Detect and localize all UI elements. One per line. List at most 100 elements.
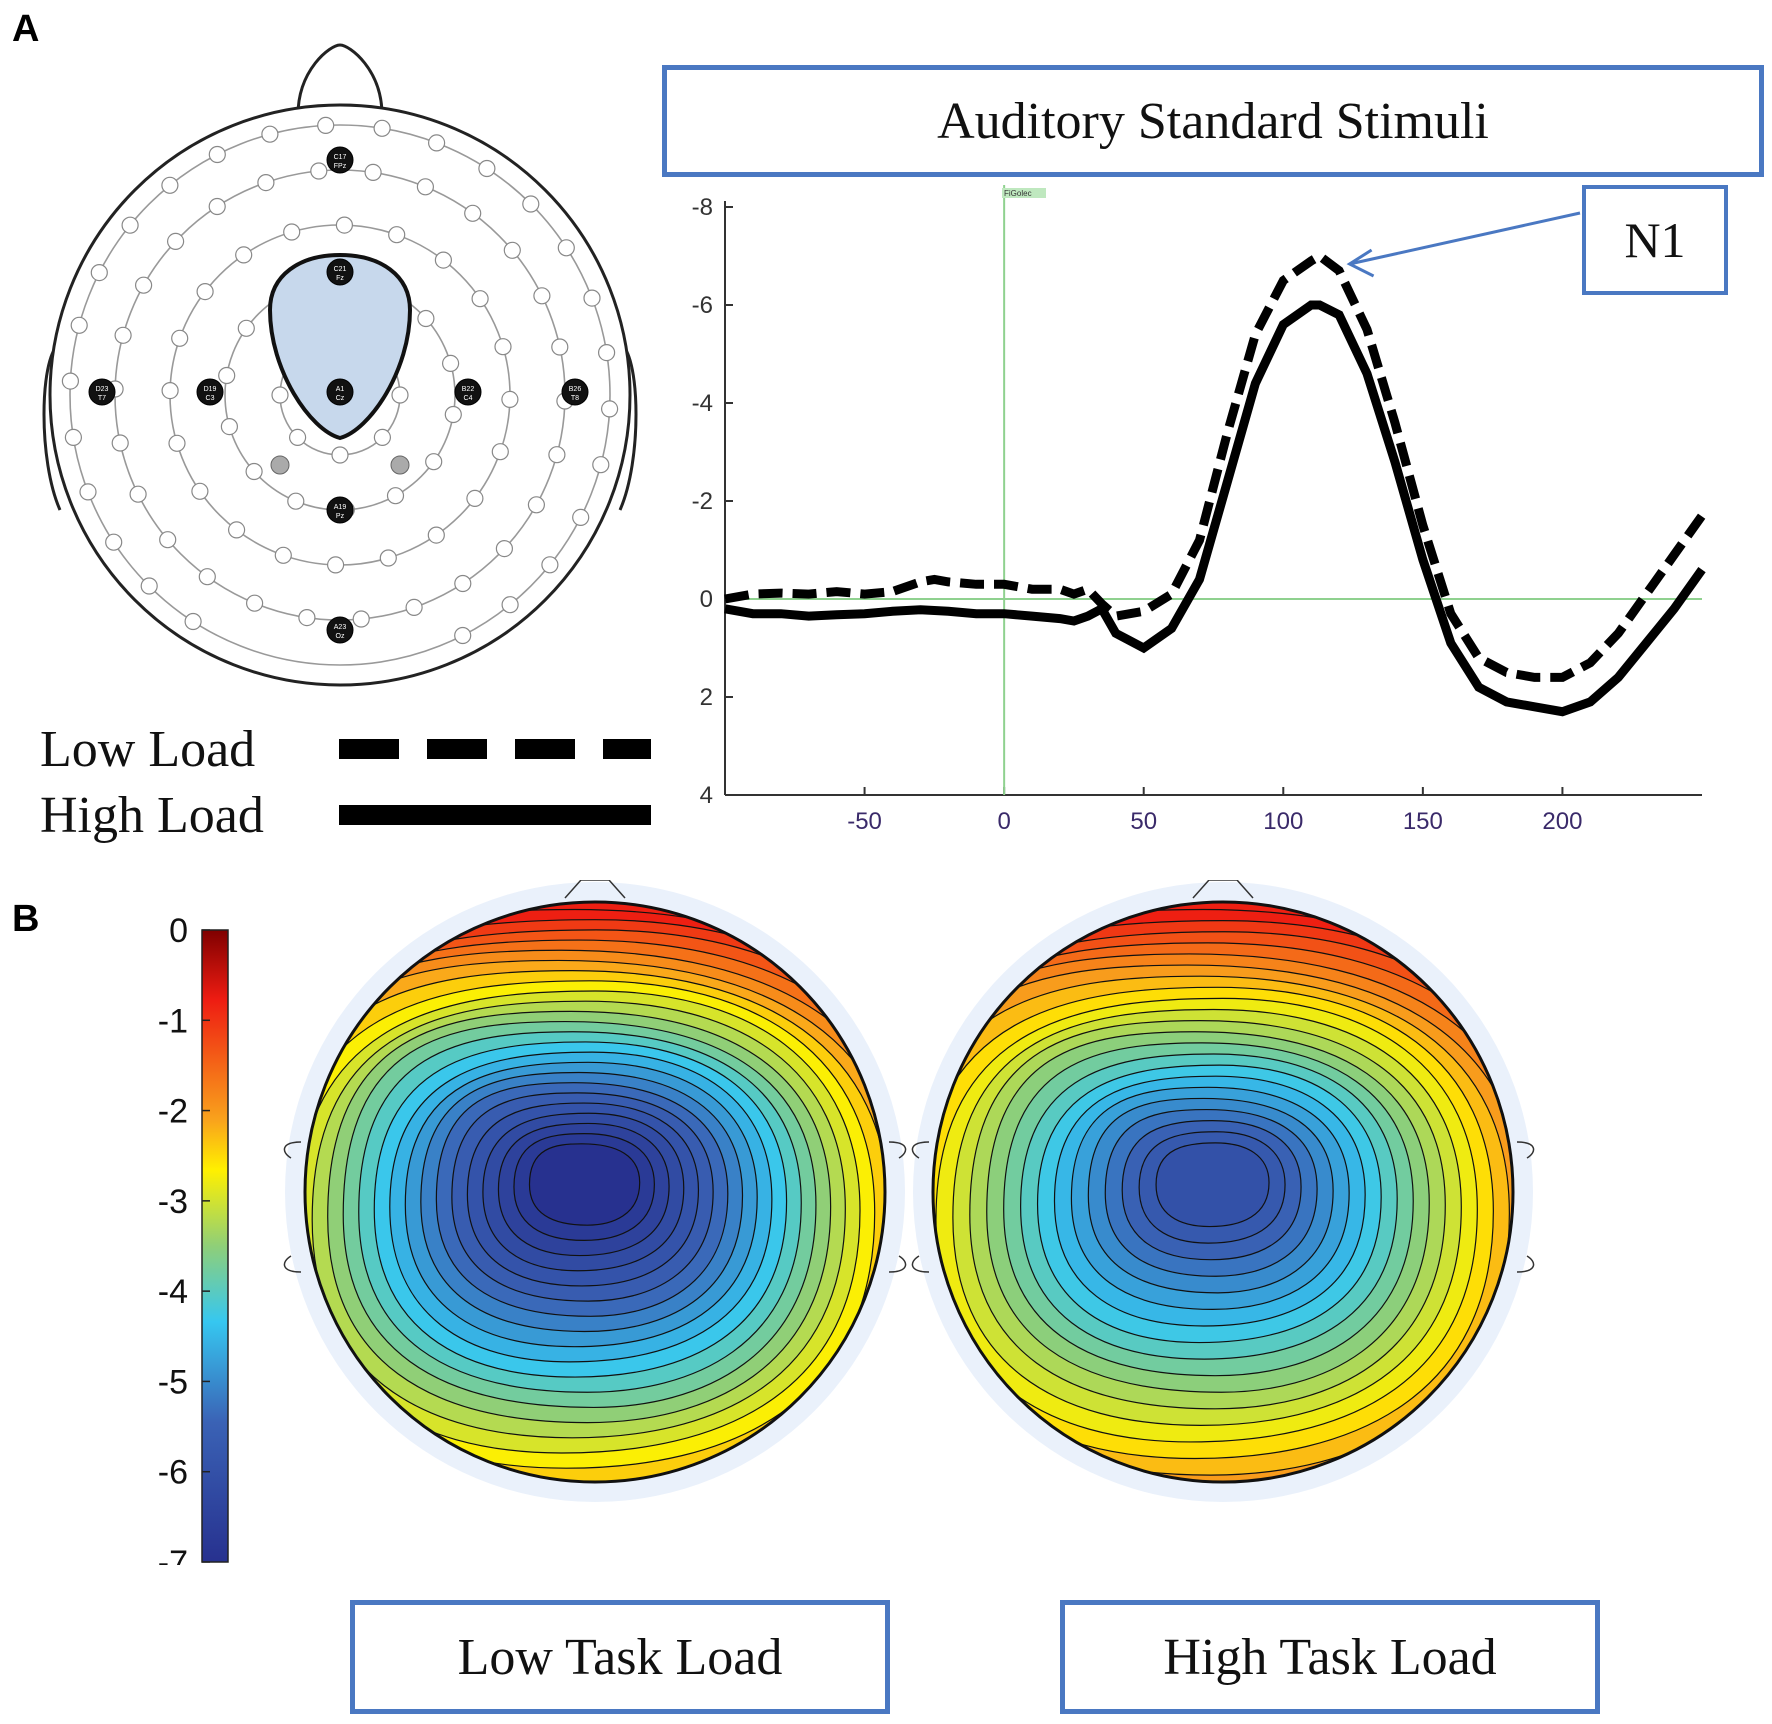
electrode-dot — [373, 119, 391, 137]
electrode-d23 — [88, 378, 116, 406]
electrode-dot — [471, 290, 489, 308]
ear-outline — [888, 1255, 907, 1273]
electrode-dot — [218, 366, 236, 385]
electrode-dot — [184, 612, 202, 631]
electrode-dot — [79, 483, 97, 501]
electrode-dot — [464, 204, 482, 222]
topomap-high — [911, 880, 1535, 1502]
x-tick-label: 50 — [1130, 808, 1157, 835]
electrode-dot — [572, 508, 590, 526]
electrode-label: B26 — [569, 386, 582, 393]
electrode-dot — [129, 485, 147, 503]
electrode-dot — [274, 546, 292, 564]
erp-waveform-chart: -8 -6 -4 -2 0 2 4 -50 0 50 100 150 200 FiGolec — [692, 185, 1706, 835]
electrode-dot — [551, 338, 569, 356]
high-task-load-box: High Task Load — [1060, 1600, 1600, 1714]
electrode-label: D19 — [204, 386, 217, 393]
electrode-dot — [261, 125, 279, 143]
electrode-markers: C17 FPz C21 Fz A1 Cz D23 T7 D19 C3 B22 C4 B26 T8 A19 Pz… — [88, 146, 589, 644]
electrode-dot — [208, 145, 226, 164]
electrode-dot — [442, 354, 460, 372]
topomap-outline — [931, 900, 1515, 1484]
electrode-dot — [335, 216, 353, 234]
electrode-dot — [373, 428, 391, 446]
electrode-dot — [501, 390, 519, 408]
electrode-dot — [198, 568, 216, 586]
ear-outline — [911, 1255, 930, 1273]
electrode-dot — [352, 610, 370, 628]
electrode-dot — [405, 598, 423, 617]
electrode-sublabel: T7 — [98, 395, 106, 402]
electrode-dot — [478, 159, 496, 178]
electrode-dot — [454, 626, 472, 645]
electrode-dot — [533, 287, 551, 305]
low-task-load-box: Low Task Load — [350, 1600, 890, 1714]
electrode-dot — [417, 309, 435, 328]
electrode-dot — [171, 329, 189, 347]
contour-band — [528, 1143, 641, 1226]
electrode-dot — [70, 316, 88, 334]
electrode-label: A19 — [334, 504, 347, 511]
electrode-sublabel: Cz — [336, 395, 345, 402]
electrode-dot — [161, 382, 179, 400]
electrode-dot — [167, 232, 185, 250]
electrode-dot — [228, 521, 246, 539]
electrode-dot — [379, 549, 397, 567]
electrode-dot — [425, 453, 443, 471]
colorbar-gradient — [201, 929, 229, 1563]
electrode-dot — [501, 596, 519, 614]
legend-lines — [339, 739, 651, 825]
legend-high-label: High Load — [40, 787, 264, 844]
electrode-label: A23 — [334, 624, 347, 631]
y-tick-label: -8 — [692, 194, 713, 221]
electrode-dot — [191, 482, 209, 500]
electrode-dot — [246, 594, 264, 612]
y-tick-label: 4 — [700, 782, 713, 809]
erp-title: Auditory Standard Stimuli — [937, 92, 1489, 150]
y-tick-label: -6 — [692, 292, 713, 319]
nose-outline — [564, 880, 626, 899]
ear-outline — [283, 1255, 302, 1273]
electrode-dot — [466, 489, 484, 507]
ear-outline — [888, 1141, 907, 1159]
onset-marker-tag-box — [1002, 188, 1046, 198]
electrode-dot — [494, 338, 512, 356]
electrode-dot — [434, 251, 452, 269]
series-low-load — [724, 250, 1706, 682]
reference-electrode — [390, 455, 410, 475]
electrode-dot — [327, 556, 345, 574]
electrode-dot — [196, 283, 214, 301]
electrode-b26 — [561, 378, 589, 406]
n1-arrow — [1349, 211, 1581, 266]
series-high-load — [724, 300, 1706, 717]
electrode-sublabel: Oz — [336, 633, 345, 640]
ear-outline — [1516, 1255, 1535, 1273]
electrode-dot — [548, 446, 566, 464]
electrode-dot — [208, 197, 226, 216]
colorbar: 0 -1 -2 -3 -4 -5 -6 -7 — [158, 912, 229, 1565]
electrode-dot — [235, 246, 253, 264]
onset-marker-tag: FiGolec — [1004, 189, 1032, 198]
electrode-b22 — [454, 378, 482, 406]
electrode-dot — [331, 446, 349, 464]
electrode-label: C21 — [334, 266, 347, 273]
ear-outline — [283, 1141, 302, 1159]
topomap-low — [283, 880, 907, 1502]
colorbar-tick-label: -2 — [158, 1093, 188, 1131]
topographic-maps — [283, 880, 1535, 1502]
reference-electrode — [270, 455, 290, 475]
electrode-dot — [64, 428, 83, 446]
electrode-dot — [220, 418, 238, 436]
colorbar-tick-label: -7 — [158, 1544, 188, 1565]
electrode-label: B22 — [462, 386, 475, 393]
x-tick-label: 150 — [1403, 808, 1443, 835]
electrode-dot — [237, 319, 255, 337]
electrode-dot — [541, 556, 559, 574]
electrode-dot — [134, 276, 153, 294]
panel-b-label: B — [12, 898, 40, 940]
electrode-dot — [271, 386, 289, 404]
electrode-sublabel: FPz — [334, 163, 347, 170]
ear-outline — [1516, 1141, 1535, 1159]
electrode-a19 — [326, 496, 354, 524]
electrode-sublabel: C3 — [206, 395, 215, 402]
